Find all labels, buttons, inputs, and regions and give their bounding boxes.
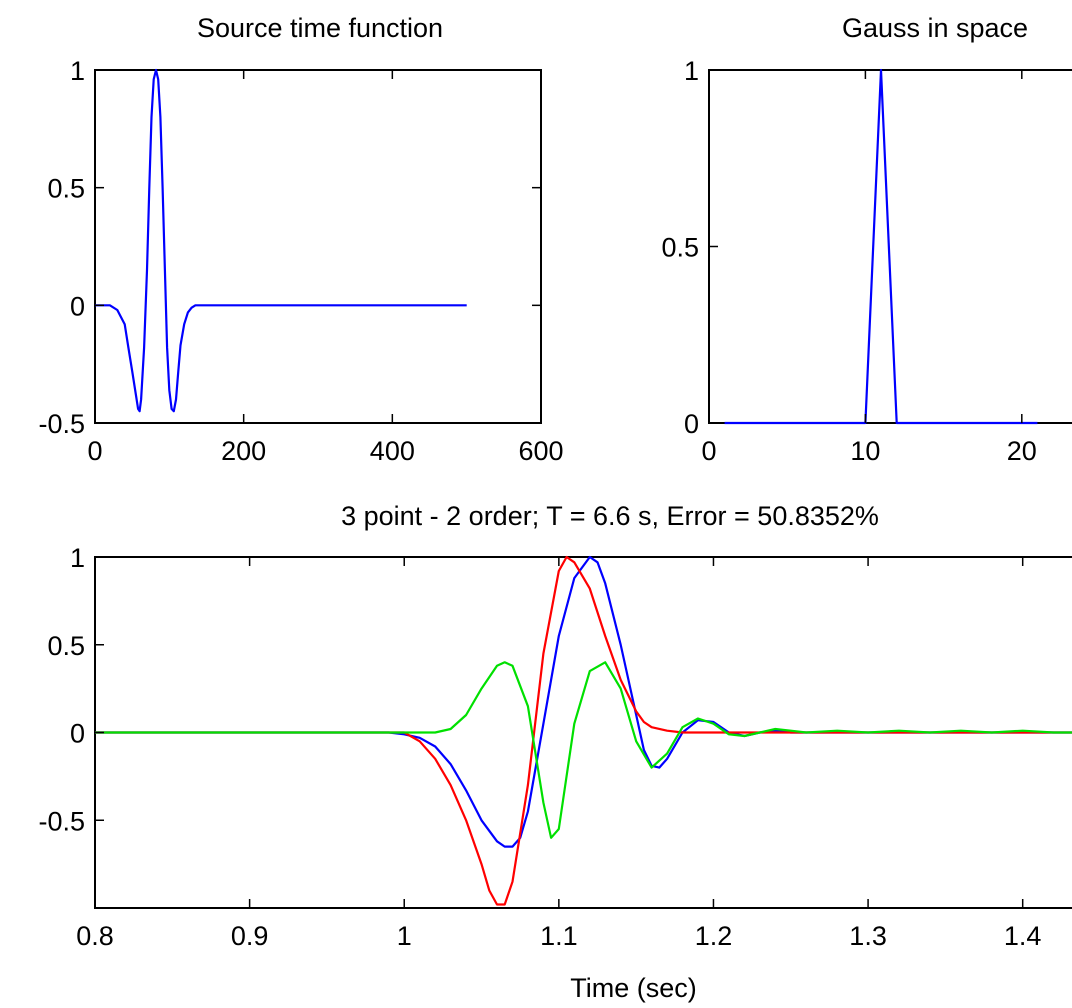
seismogram-comparison-plot: 3 point - 2 order; T = 6.6 s, Error = 50… bbox=[38, 501, 1072, 1003]
gauss-in-space-plot: Gauss in space 0 10 20 0 0.5 1 bbox=[661, 13, 1072, 466]
y-tick-label: 0.5 bbox=[47, 174, 85, 204]
x-tick-label: 10 bbox=[850, 436, 880, 466]
plot-title: Source time function bbox=[197, 13, 443, 43]
plot-title: Gauss in space bbox=[842, 13, 1028, 43]
x-tick-label: 1 bbox=[397, 921, 412, 951]
y-tick-label: 0.5 bbox=[47, 631, 85, 661]
x-tick-label: 400 bbox=[370, 436, 415, 466]
y-tick-label: 0 bbox=[70, 291, 85, 321]
x-tick-label: 600 bbox=[518, 436, 563, 466]
x-tick-label: 1.1 bbox=[540, 921, 578, 951]
x-tick-label: 20 bbox=[1007, 436, 1037, 466]
y-tick-label: -0.5 bbox=[38, 806, 85, 836]
plot-title: 3 point - 2 order; T = 6.6 s, Error = 50… bbox=[341, 501, 879, 531]
series-line-0 bbox=[724, 68, 1038, 425]
x-axis-label: Time (sec) bbox=[570, 973, 697, 1003]
series-line-0 bbox=[95, 68, 467, 413]
series-line-1 bbox=[95, 555, 1072, 906]
x-tick-label: 1.2 bbox=[695, 921, 733, 951]
y-tick-label: 1 bbox=[70, 56, 85, 86]
x-tick-label: 0.9 bbox=[231, 921, 269, 951]
x-tick-label: 0 bbox=[701, 436, 716, 466]
x-tick-label: 200 bbox=[221, 436, 266, 466]
y-tick-label: 0 bbox=[70, 719, 85, 749]
axes-frame bbox=[708, 69, 1072, 424]
y-tick-label: 1 bbox=[70, 543, 85, 573]
y-tick-label: -0.5 bbox=[38, 409, 85, 439]
x-tick-label: 0.8 bbox=[76, 921, 114, 951]
source-time-function-plot: Source time function 0 200 400 600-0.500.51 bbox=[38, 13, 563, 466]
y-tick-label: 0.5 bbox=[661, 233, 699, 263]
y-tick-label: 1 bbox=[684, 56, 699, 86]
x-tick-label: 1.4 bbox=[1004, 921, 1042, 951]
x-tick-label: 0 bbox=[87, 436, 102, 466]
series-line-2 bbox=[95, 661, 1072, 839]
axes-frame bbox=[94, 69, 542, 424]
series-line-0 bbox=[95, 555, 1072, 848]
y-tick-label: 0 bbox=[684, 409, 699, 439]
x-tick-label: 1.3 bbox=[849, 921, 887, 951]
